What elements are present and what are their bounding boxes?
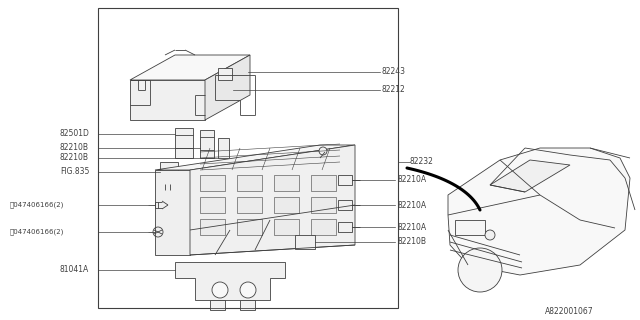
Polygon shape — [155, 170, 190, 255]
Bar — [175, 128, 193, 158]
Bar — [200, 130, 214, 158]
Bar — [240, 300, 255, 310]
Text: Ⓢ047406166(2): Ⓢ047406166(2) — [10, 202, 65, 208]
Bar — [274, 197, 299, 213]
Bar — [338, 200, 352, 210]
Polygon shape — [155, 145, 355, 170]
Bar — [237, 197, 262, 213]
Circle shape — [485, 230, 495, 240]
Bar — [338, 222, 352, 232]
Text: 81041A: 81041A — [60, 266, 89, 275]
Circle shape — [319, 147, 327, 155]
Circle shape — [458, 248, 502, 292]
Bar — [200, 219, 225, 235]
Text: 82210B: 82210B — [60, 154, 89, 163]
Bar — [218, 138, 229, 158]
Bar — [311, 219, 336, 235]
Bar — [237, 175, 262, 191]
Text: 82232: 82232 — [410, 157, 434, 166]
Text: 82210B: 82210B — [397, 237, 426, 246]
Bar — [210, 300, 225, 310]
Polygon shape — [175, 262, 285, 300]
Polygon shape — [190, 145, 355, 255]
Text: 82212: 82212 — [382, 85, 406, 94]
Text: 82210A: 82210A — [397, 201, 426, 210]
Bar — [311, 197, 336, 213]
Bar — [200, 175, 225, 191]
Bar — [160, 162, 178, 184]
Circle shape — [240, 282, 256, 298]
Bar — [274, 219, 299, 235]
Bar — [311, 175, 336, 191]
Text: Ⓢ047406166(2): Ⓢ047406166(2) — [10, 229, 65, 235]
Bar — [200, 197, 225, 213]
Circle shape — [212, 282, 228, 298]
Text: A822001067: A822001067 — [545, 308, 594, 316]
Bar — [98, 8, 398, 308]
Bar — [295, 235, 315, 249]
Text: 82210A: 82210A — [397, 222, 426, 231]
Text: 82210B: 82210B — [60, 143, 89, 153]
Bar — [338, 175, 352, 185]
Bar — [274, 175, 299, 191]
Polygon shape — [490, 160, 570, 192]
Text: FIG.835: FIG.835 — [60, 167, 90, 177]
Text: 82210A: 82210A — [397, 175, 426, 185]
Text: 82501D: 82501D — [60, 130, 90, 139]
Polygon shape — [448, 148, 630, 275]
Polygon shape — [130, 55, 250, 80]
Polygon shape — [205, 55, 250, 120]
Polygon shape — [130, 80, 205, 120]
Bar — [455, 220, 485, 235]
Bar — [218, 68, 232, 80]
Text: 82243: 82243 — [382, 68, 406, 76]
Bar — [237, 219, 262, 235]
